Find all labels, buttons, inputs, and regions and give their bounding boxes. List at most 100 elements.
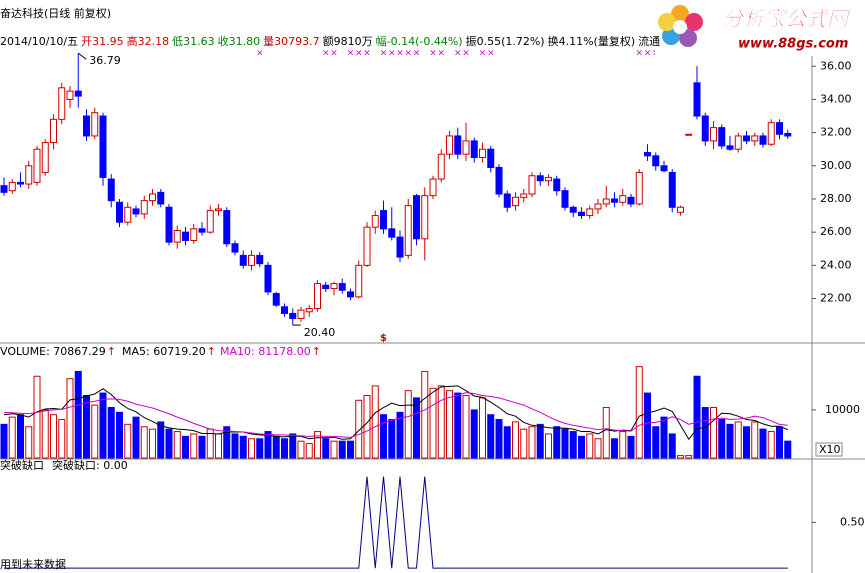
volume-bar xyxy=(107,407,115,459)
volume-bar xyxy=(586,433,594,459)
candle-body xyxy=(371,215,379,228)
signal-mark: × xyxy=(487,49,495,59)
candle-body xyxy=(338,283,346,291)
candle-body xyxy=(231,243,239,253)
volume-bar xyxy=(83,394,90,459)
quote-item: 振0.55(1.72%) xyxy=(465,35,545,48)
annotation-label: 20.40 xyxy=(304,326,336,339)
quote-item: 流通 xyxy=(638,35,661,48)
candle-body xyxy=(322,284,330,290)
note: 用到未来数据 xyxy=(0,557,66,571)
legend-entry: VOLUME: 70867.29 xyxy=(0,345,106,358)
logo-name: 分析家公式网 xyxy=(722,7,851,31)
volume-bar xyxy=(388,419,396,459)
signal-mark: × xyxy=(644,49,652,59)
volume-bar xyxy=(322,438,330,459)
candle-body xyxy=(272,293,280,306)
candle-body xyxy=(553,178,561,192)
candle-body xyxy=(330,283,338,290)
volume-bar xyxy=(710,407,717,459)
volume-bar xyxy=(536,423,544,459)
signal-mark: × xyxy=(437,49,445,59)
candle-body xyxy=(363,226,371,266)
candle-body xyxy=(652,155,660,167)
candle-body xyxy=(569,206,577,213)
signal-mark: × xyxy=(380,49,388,59)
volume-bar xyxy=(58,419,66,459)
logo-petal xyxy=(685,13,703,31)
candle-body xyxy=(165,206,173,243)
quote-item: 收31.80 xyxy=(217,35,261,48)
annotation-label: 36.79 xyxy=(89,54,121,67)
y-tick-label: 34.00 xyxy=(820,92,852,105)
volume-bar xyxy=(231,433,239,459)
candle-body xyxy=(124,206,132,223)
volume-bar xyxy=(157,421,165,459)
volume-bar xyxy=(404,390,412,459)
volume-bar xyxy=(495,419,503,459)
candle-body xyxy=(751,135,759,142)
candle-body xyxy=(528,175,536,195)
y-tick-label: 28.00 xyxy=(820,192,852,205)
y-tick-label: 30.00 xyxy=(820,159,852,172)
candle-body xyxy=(660,165,668,172)
volume-bar xyxy=(611,438,618,459)
volume-bar xyxy=(198,435,206,459)
quote-item: 2014/10/10/五 xyxy=(0,35,79,48)
legend-arrow: ↑ xyxy=(207,345,216,358)
candle-body xyxy=(594,203,602,210)
y-tick-label: 24.00 xyxy=(820,258,852,271)
volume-bar xyxy=(190,433,198,459)
volume-bar xyxy=(520,428,528,459)
candle-body xyxy=(41,142,49,173)
volume-bar xyxy=(0,423,8,459)
volume-bar xyxy=(182,435,189,459)
volume-bar xyxy=(215,433,222,459)
volume-bar xyxy=(718,419,726,459)
candle-body xyxy=(685,133,693,136)
quote-item: 额9810万 xyxy=(322,35,373,48)
volume-bar xyxy=(635,366,643,459)
scale-label: X10 xyxy=(819,443,841,456)
logo: 分析家公式网 www.88gs.com xyxy=(655,0,865,56)
candle-body xyxy=(190,228,198,241)
candle-body xyxy=(446,135,453,155)
candle-body xyxy=(545,176,552,182)
header-title-row: 奋达科技(日线 前复权) xyxy=(0,5,111,21)
y-tick-label: 22.00 xyxy=(820,292,852,305)
volume-bar xyxy=(437,385,445,459)
candle-body xyxy=(454,135,462,155)
y-tick-label: 36.00 xyxy=(820,59,852,72)
legend-arrow: ↑ xyxy=(107,345,116,358)
dollar-mark: $ xyxy=(380,333,387,344)
volume-bar xyxy=(734,421,742,459)
candle-body xyxy=(726,145,734,150)
volume-bar xyxy=(685,455,693,459)
volume-bar xyxy=(767,431,775,459)
logo-url: www.88gs.com xyxy=(738,37,848,52)
logo-petal xyxy=(671,5,689,23)
legend-entry: MA5: 60719.20 xyxy=(122,345,206,358)
volume-bar xyxy=(660,416,668,459)
scale-box xyxy=(815,442,843,457)
candle-body xyxy=(437,153,445,180)
volume-bar xyxy=(701,407,709,459)
volume-bar xyxy=(248,438,255,459)
volume-bar xyxy=(99,392,107,459)
candle-body xyxy=(223,210,231,245)
volume-bar xyxy=(627,435,635,459)
candle-body xyxy=(157,191,165,205)
signal-mark: × xyxy=(388,49,396,59)
volume-bar xyxy=(677,455,684,459)
candle-body xyxy=(635,171,643,205)
ma-line xyxy=(3,385,788,441)
volume-bar xyxy=(33,375,41,459)
volume-bar xyxy=(74,370,82,459)
candle-body xyxy=(619,195,627,203)
volume-bar xyxy=(594,438,602,459)
quote-item: 高32.18 xyxy=(126,35,170,48)
volume-bar xyxy=(297,440,305,459)
candle-body xyxy=(173,230,181,243)
candle-body xyxy=(429,178,437,197)
